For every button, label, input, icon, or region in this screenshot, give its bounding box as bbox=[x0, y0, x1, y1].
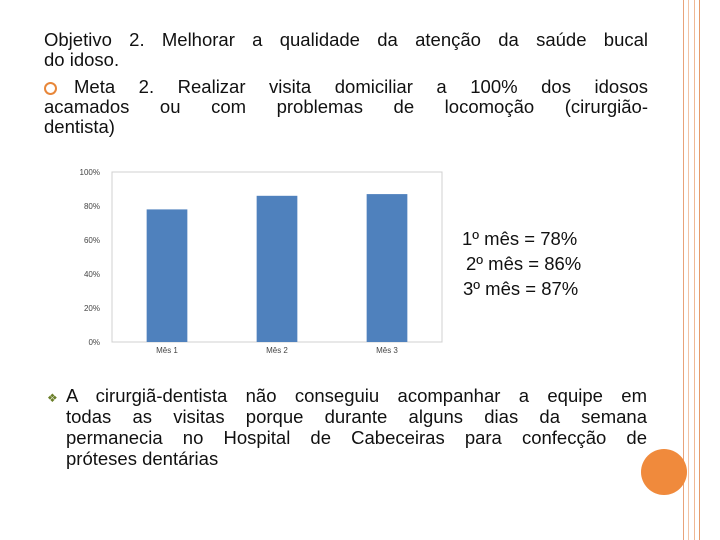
meta-continuation: acamados ou com problemas de locomoção (… bbox=[44, 97, 648, 137]
circle-bullet-icon bbox=[44, 82, 57, 95]
frame-line bbox=[699, 0, 700, 540]
y-tick-label: 60% bbox=[84, 236, 100, 245]
note-line-3: permanecia no Hospital de Cabeceiras par… bbox=[66, 427, 647, 448]
result-month-1: 1º mês = 78% bbox=[462, 228, 578, 249]
y-tick-label: 20% bbox=[84, 304, 100, 313]
x-tick-label: Mês 1 bbox=[156, 346, 178, 355]
bar bbox=[256, 195, 298, 342]
meta-line-2: acamados ou com problemas de locomoção (… bbox=[44, 96, 648, 117]
bar-chart-svg: 0% 20% 40% 60% 80% 100% Mês 1 Mês 2 Mês 3 bbox=[80, 168, 443, 355]
objetivo-line-2: do idoso. bbox=[44, 49, 120, 70]
objetivo-text: . Melhorar a qualidade da atenção da saú… bbox=[139, 29, 649, 50]
orange-circle-decoration bbox=[641, 449, 687, 495]
result-month-2: 2º mês = 86% bbox=[466, 253, 582, 274]
y-tick-label: 100% bbox=[80, 168, 100, 177]
y-tick-label: 0% bbox=[88, 338, 100, 347]
frame-line bbox=[694, 0, 695, 540]
meta-line-3: dentista) bbox=[44, 116, 115, 137]
note-line-1: A cirurgiã-dentista não conseguiu acompa… bbox=[66, 385, 647, 406]
result-month-3: 3º mês = 87% bbox=[463, 278, 579, 299]
x-tick-label: Mês 3 bbox=[376, 346, 398, 355]
note-line-2: todas as visitas porque durante alguns d… bbox=[66, 406, 647, 427]
results-list: 1º mês = 78% 2º mês = 86% 3º mês = 87% bbox=[462, 226, 581, 301]
frame-line bbox=[683, 0, 684, 540]
y-tick-label: 80% bbox=[84, 202, 100, 211]
diamond-bullet-icon: ❖ bbox=[47, 391, 58, 405]
objetivo-paragraph: Objetivo 2. Melhorar a qualidade da aten… bbox=[44, 30, 648, 70]
x-tick-label: Mês 2 bbox=[266, 346, 288, 355]
y-tick-label: 40% bbox=[84, 270, 100, 279]
note-paragraph: A cirurgiã-dentista não conseguiu acompa… bbox=[66, 385, 647, 469]
meta-line-1: Meta 2. Realizar visita domiciliar a 100… bbox=[74, 76, 648, 97]
bar bbox=[366, 194, 408, 342]
bar-chart: 0% 20% 40% 60% 80% 100% Mês 1 Mês 2 Mês 3 bbox=[70, 163, 450, 368]
note-line-4: próteses dentárias bbox=[66, 448, 219, 469]
objetivo-line-1: Objetivo 2. Melhorar a qualidade da aten… bbox=[44, 30, 648, 50]
bar bbox=[146, 209, 188, 342]
objetivo-label: Objetivo 2 bbox=[44, 29, 140, 50]
frame-line bbox=[688, 0, 689, 540]
